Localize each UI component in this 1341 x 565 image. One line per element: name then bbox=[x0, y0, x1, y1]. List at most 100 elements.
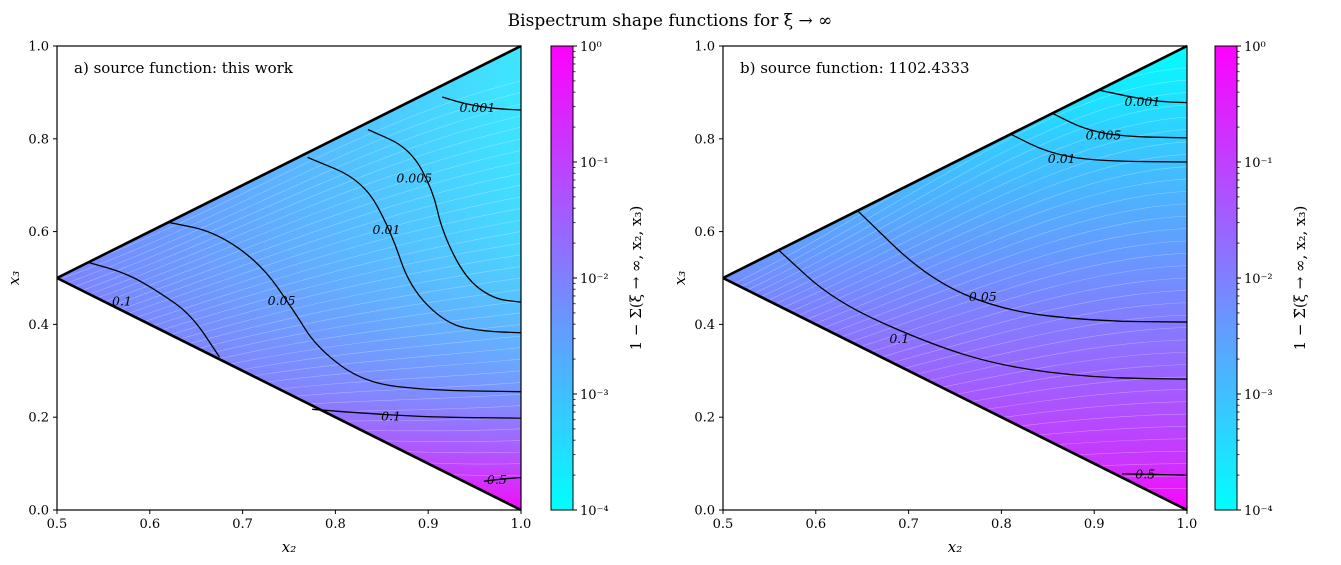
contour-band-line bbox=[57, 126, 521, 300]
contour-band-line bbox=[57, 103, 521, 287]
y-tick-label: 1.0 bbox=[694, 40, 715, 55]
contour-line bbox=[1098, 89, 1188, 104]
y-tick-label: 0.0 bbox=[28, 504, 49, 519]
y-tick-label: 0.8 bbox=[694, 132, 715, 147]
y-axis-label: x₃ bbox=[5, 271, 23, 285]
contour-label: 0.005 bbox=[396, 171, 432, 186]
contour-band-line bbox=[57, 161, 521, 319]
contour-label-group: 0.1 bbox=[112, 294, 132, 309]
domain-edge-lower bbox=[56, 276, 522, 512]
contour-label-group: 0.1 bbox=[889, 331, 909, 346]
y-tick-label: 0.8 bbox=[28, 132, 49, 147]
colorbar-label: 1 − Σ(ξ → ∞, x₂, x₃) bbox=[627, 206, 645, 351]
y-tick-label: 0.2 bbox=[694, 411, 715, 426]
x-tick-label: 0.8 bbox=[991, 517, 1012, 532]
figure-title: Bispectrum shape functions for ξ → ∞ bbox=[508, 11, 833, 31]
contour-label: 0.5 bbox=[1135, 466, 1155, 481]
contour-label: 0.1 bbox=[889, 331, 909, 346]
contour-label: 0.001 bbox=[1125, 94, 1161, 109]
y-tick-label: 0.4 bbox=[694, 318, 715, 333]
domain-edge-upper bbox=[722, 44, 1188, 280]
contour-label-group: 0.05 bbox=[268, 293, 296, 308]
contour-label: 0.01 bbox=[373, 222, 401, 237]
colorbar-tick-label: 10⁻² bbox=[580, 272, 609, 287]
y-tick-label: 0.2 bbox=[28, 411, 49, 426]
axes-frame bbox=[56, 45, 522, 511]
colorbar-tick-label: 10⁰ bbox=[580, 40, 602, 55]
contour-label: 0.001 bbox=[459, 100, 495, 115]
panel-label: a) source function: this work bbox=[74, 59, 294, 77]
contour-band-line bbox=[57, 184, 521, 332]
axes-frame bbox=[722, 45, 1188, 511]
panel-a: 0.001 0.005 0.01 0.05 0.1 0.1 0.5 0.5 0.6 0.7 0.8 0… bbox=[5, 40, 645, 557]
contour-band-line bbox=[723, 141, 1187, 327]
x-tick-label: 0.6 bbox=[139, 517, 160, 532]
y-tick-label: 1.0 bbox=[28, 40, 49, 55]
x-tick-label: 0.5 bbox=[47, 517, 68, 532]
heatmap-fill bbox=[723, 46, 1187, 510]
colorbar: 10⁰ 10⁻¹ 10⁻² 10⁻³ 10⁻⁴ 1 − Σ̃(ξ → ∞, x₂, x₃) bbox=[1214, 40, 1309, 519]
contour-label-group: 0.005 bbox=[1086, 128, 1122, 143]
x-tick-label: 1.0 bbox=[1177, 517, 1198, 532]
x-tick-label: 0.5 bbox=[713, 517, 734, 532]
contour-label: 0.005 bbox=[1086, 128, 1122, 143]
contour-band-line bbox=[723, 92, 1187, 302]
contour-band-line bbox=[723, 488, 1187, 500]
contour-label-group: 0.5 bbox=[1135, 466, 1155, 481]
contour-band-line bbox=[723, 153, 1187, 333]
x-tick-label: 1.0 bbox=[511, 517, 532, 532]
y-axis-label: x₃ bbox=[671, 271, 689, 285]
contour-label-group: 0.5 bbox=[487, 472, 507, 487]
y-tick-label: 0.6 bbox=[28, 225, 49, 240]
contour-band-line bbox=[723, 129, 1187, 321]
contour-line bbox=[1010, 133, 1188, 163]
contour-band-line bbox=[57, 92, 521, 281]
contour-label: 0.01 bbox=[1048, 151, 1076, 166]
contour-label: 0.05 bbox=[268, 293, 296, 308]
contour-label-group: 0.001 bbox=[459, 100, 495, 115]
x-tick-label: 0.8 bbox=[325, 517, 346, 532]
contour-label: 0.5 bbox=[487, 472, 507, 487]
x-tick-label: 0.6 bbox=[805, 517, 826, 532]
colorbar-tick-label: 10⁻³ bbox=[1244, 388, 1273, 403]
contour-line bbox=[89, 262, 220, 358]
y-tick-label: 0.0 bbox=[694, 504, 715, 519]
colorbar-label: 1 − Σ̃(ξ → ∞, x₂, x₃) bbox=[1291, 206, 1309, 351]
contour-band-line bbox=[57, 115, 521, 294]
contour-band-line bbox=[723, 116, 1187, 314]
contour-band-line bbox=[723, 166, 1187, 339]
contour-band-line bbox=[723, 79, 1187, 296]
contour-line bbox=[1052, 112, 1188, 139]
x-tick-label: 0.9 bbox=[1084, 517, 1105, 532]
contour-line bbox=[483, 476, 522, 482]
contour-label-group: 0.005 bbox=[396, 171, 432, 186]
colorbar-tick-label: 10⁻¹ bbox=[1244, 156, 1273, 171]
contour-line bbox=[441, 96, 522, 111]
panel-b: 0.001 0.005 0.01 0.05 0.1 0.5 0.5 0.6 0.7 0.8 0.9 1… bbox=[671, 40, 1309, 557]
colorbar-tick-label: 10⁰ bbox=[1244, 40, 1266, 55]
contour-line bbox=[857, 210, 1188, 323]
x-tick-label: 0.9 bbox=[418, 517, 439, 532]
heatmap-fill-overlay bbox=[57, 46, 521, 510]
contour-label-group: 0.001 bbox=[1125, 94, 1161, 109]
contour-band-line bbox=[57, 138, 521, 307]
colorbar-tick-label: 10⁻³ bbox=[580, 388, 609, 403]
colorbar-tick-label: 10⁻¹ bbox=[580, 156, 609, 171]
colorbar-gradient bbox=[1214, 45, 1238, 511]
contour-label: 0.05 bbox=[969, 289, 997, 304]
contour-label-group: 0.01 bbox=[373, 222, 401, 237]
contour-band-line bbox=[723, 104, 1187, 308]
contour-line bbox=[168, 221, 522, 393]
contour-line bbox=[1122, 473, 1188, 476]
contour-line bbox=[367, 128, 522, 303]
contour-label: 0.1 bbox=[381, 408, 401, 423]
x-tick-label: 0.7 bbox=[898, 517, 919, 532]
contour-line bbox=[778, 249, 1188, 380]
contour-band-line bbox=[57, 173, 521, 326]
colorbar-gradient bbox=[550, 45, 574, 511]
colorbar-tick-label: 10⁻⁴ bbox=[1244, 504, 1273, 519]
panel-label: b) source function: 1102.4333 bbox=[740, 59, 970, 77]
colorbar: 10⁰ 10⁻¹ 10⁻² 10⁻³ 10⁻⁴ 1 − Σ(ξ → ∞, x₂, x₃) bbox=[550, 40, 645, 519]
contour-band-line bbox=[57, 150, 521, 313]
